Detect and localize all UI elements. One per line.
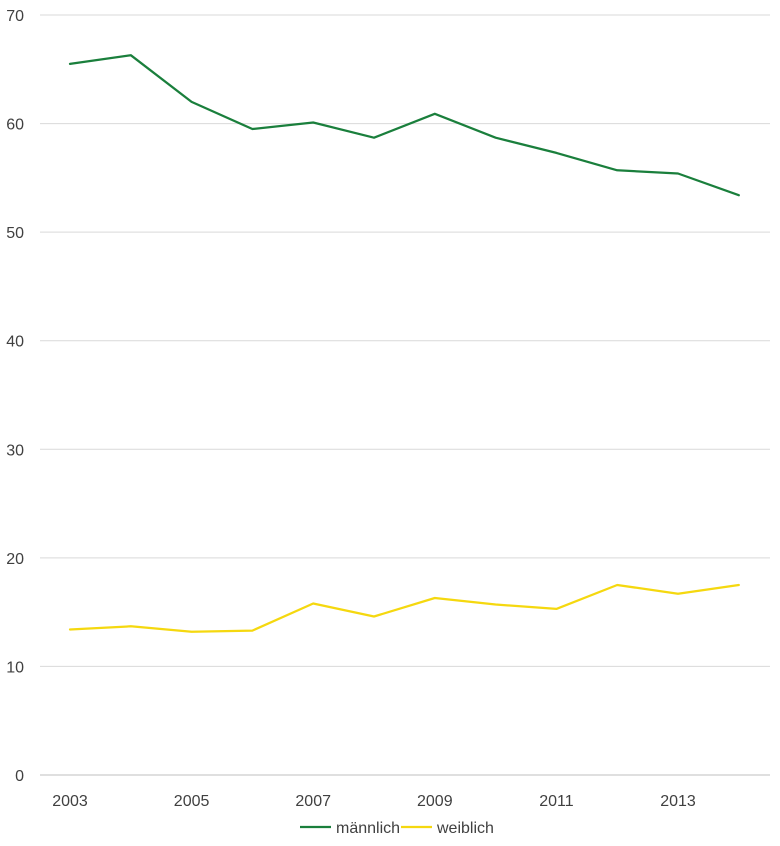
y-tick-label: 70	[6, 8, 24, 25]
legend-label: weiblich	[436, 820, 494, 837]
y-tick-label: 20	[6, 551, 24, 568]
legend-item-0: männlich	[300, 820, 400, 837]
y-tick-label: 30	[6, 442, 24, 459]
y-tick-label: 10	[6, 659, 24, 676]
y-axis-tick-labels: 0 10 20 30 40 50 60 70	[6, 8, 24, 785]
x-tick-label: 2009	[417, 793, 453, 810]
x-tick-label: 2007	[295, 793, 331, 810]
gridlines	[40, 14, 770, 776]
y-tick-label: 60	[6, 117, 24, 134]
x-tick-label: 2013	[660, 793, 696, 810]
x-tick-label: 2003	[52, 793, 88, 810]
y-tick-label: 40	[6, 334, 24, 351]
y-tick-label: 50	[6, 225, 24, 242]
x-axis-tick-labels: 2003 2005 2007 2009 2011 2013	[52, 793, 696, 810]
series-lines	[68, 54, 740, 633]
legend-item-1: weiblich	[401, 820, 494, 837]
legend-label: männlich	[336, 820, 400, 837]
series-line-1	[68, 583, 740, 633]
x-tick-label: 2005	[174, 793, 210, 810]
y-tick-label: 0	[15, 768, 24, 785]
legend: männlich weiblich	[300, 820, 494, 837]
series-line-0	[68, 54, 740, 197]
x-tick-label: 2011	[539, 793, 574, 810]
